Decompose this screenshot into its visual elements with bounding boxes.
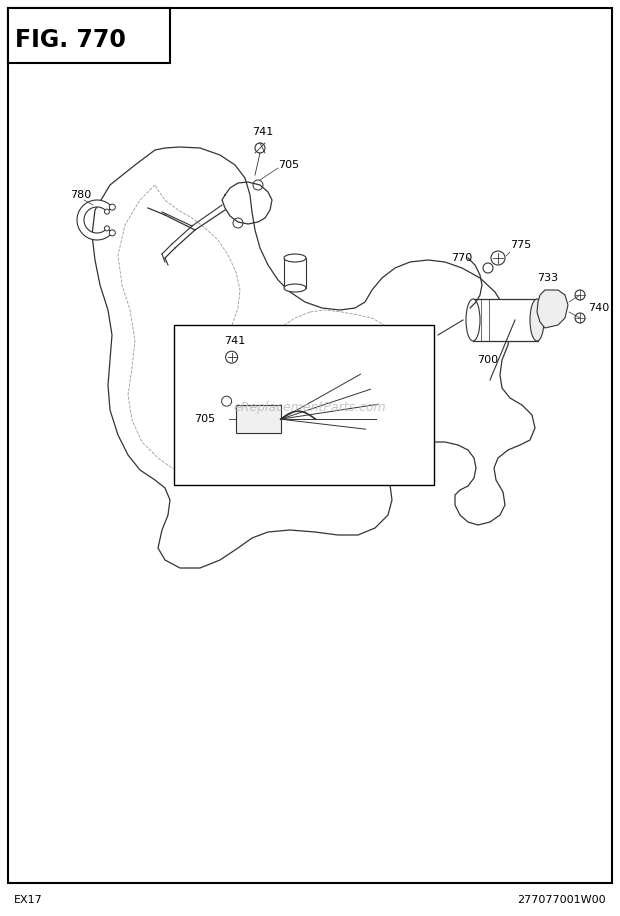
Polygon shape: [537, 290, 568, 328]
Circle shape: [104, 209, 110, 214]
Text: eReplacementParts.com: eReplacementParts.com: [234, 401, 386, 414]
Text: 741: 741: [252, 127, 273, 137]
Text: 775: 775: [510, 240, 531, 250]
Text: 780: 780: [70, 190, 91, 200]
Text: 733: 733: [538, 273, 559, 283]
Circle shape: [253, 180, 263, 190]
Bar: [8, 8, 170, 63]
Bar: [174, 325, 434, 485]
Text: 705: 705: [278, 160, 299, 170]
Circle shape: [221, 397, 232, 406]
Ellipse shape: [284, 254, 306, 262]
Ellipse shape: [466, 299, 480, 341]
Bar: [284, 258, 306, 288]
Circle shape: [483, 263, 493, 273]
Text: 740: 740: [588, 303, 609, 313]
Text: 700: 700: [477, 355, 498, 365]
Text: 741: 741: [224, 336, 245, 346]
Ellipse shape: [530, 299, 544, 341]
Circle shape: [255, 143, 265, 153]
Text: EX17: EX17: [14, 895, 43, 905]
Circle shape: [104, 226, 110, 231]
Ellipse shape: [284, 284, 306, 292]
Bar: [236, 405, 281, 433]
Circle shape: [233, 218, 243, 228]
Bar: [473, 299, 538, 341]
Text: 277077001W00: 277077001W00: [517, 895, 606, 905]
Circle shape: [575, 313, 585, 323]
Text: FIG. 770: FIG. 770: [15, 28, 126, 52]
Polygon shape: [92, 147, 535, 568]
Circle shape: [491, 251, 505, 265]
Circle shape: [109, 230, 115, 235]
Circle shape: [226, 351, 237, 363]
Polygon shape: [77, 200, 112, 240]
Text: 705: 705: [193, 414, 215, 424]
Text: 770: 770: [451, 253, 472, 263]
Circle shape: [109, 204, 115, 210]
Circle shape: [575, 290, 585, 300]
